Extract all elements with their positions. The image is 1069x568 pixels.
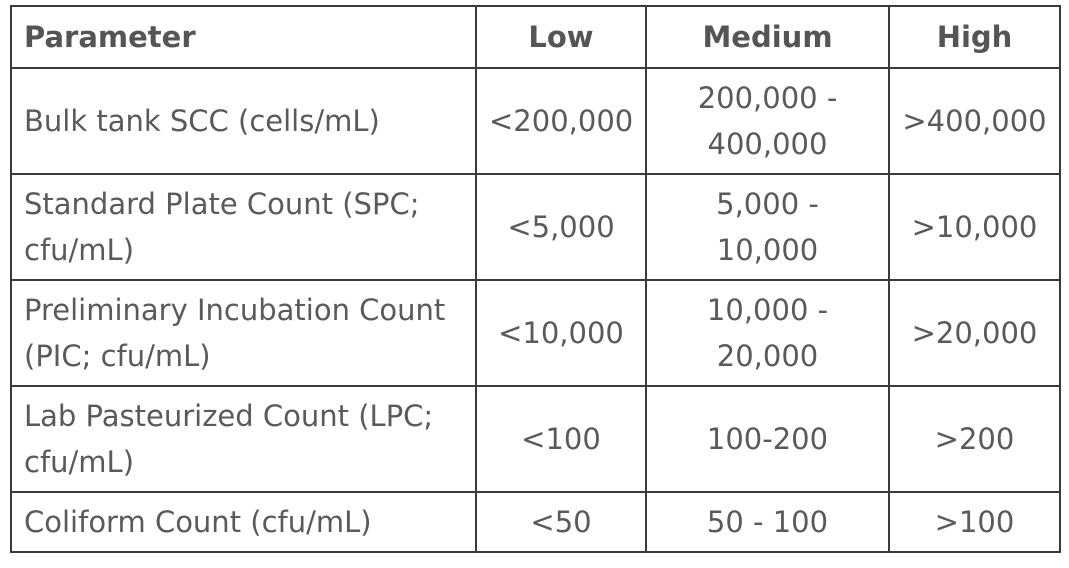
header-low: Low xyxy=(475,5,647,69)
cell-parameter: Lab Pasteurized Count (LPC; cfu/mL) xyxy=(10,385,477,493)
header-parameter: Parameter xyxy=(10,5,477,69)
cell-high: >100 xyxy=(888,491,1061,553)
cell-low: <100 xyxy=(475,385,647,493)
thresholds-table: Parameter Low Medium High Bulk tank SCC … xyxy=(10,5,1061,553)
cell-low: <10,000 xyxy=(475,279,647,387)
cell-medium: 50 - 100 xyxy=(645,491,890,553)
cell-high: >10,000 xyxy=(888,173,1061,281)
cell-parameter-line1: Lab Pasteurized Count (LPC; xyxy=(24,399,434,433)
header-medium: Medium xyxy=(645,5,890,69)
cell-parameter: Bulk tank SCC (cells/mL) xyxy=(10,67,477,175)
table-row: Coliform Count (cfu/mL) <50 50 - 100 >10… xyxy=(10,491,1061,553)
cell-parameter-line2: cfu/mL) xyxy=(24,445,135,479)
cell-medium-line2: 20,000 xyxy=(716,339,819,373)
table-row: Standard Plate Count (SPC; cfu/mL) <5,00… xyxy=(10,173,1061,281)
cell-parameter-line2: cfu/mL) xyxy=(24,233,135,267)
cell-medium-line2: 400,000 xyxy=(707,127,828,161)
table-row: Preliminary Incubation Count (PIC; cfu/m… xyxy=(10,279,1061,387)
cell-medium: 10,000 - 20,000 xyxy=(645,279,890,387)
cell-parameter-line2: (PIC; cfu/mL) xyxy=(24,339,211,373)
table-row: Lab Pasteurized Count (LPC; cfu/mL) <100… xyxy=(10,385,1061,493)
cell-high: >200 xyxy=(888,385,1061,493)
cell-medium: 100-200 xyxy=(645,385,890,493)
cell-parameter: Coliform Count (cfu/mL) xyxy=(10,491,477,553)
cell-medium-line1: 10,000 - xyxy=(706,293,829,327)
cell-low: <50 xyxy=(475,491,647,553)
cell-medium-line1: 5,000 - xyxy=(716,187,819,221)
cell-high: >20,000 xyxy=(888,279,1061,387)
cell-parameter-line1: Preliminary Incubation Count xyxy=(24,293,446,327)
cell-parameter: Standard Plate Count (SPC; cfu/mL) xyxy=(10,173,477,281)
cell-parameter-line1: Standard Plate Count (SPC; xyxy=(24,187,420,221)
cell-medium: 200,000 - 400,000 xyxy=(645,67,890,175)
cell-high: >400,000 xyxy=(888,67,1061,175)
cell-low: <5,000 xyxy=(475,173,647,281)
header-high: High xyxy=(888,5,1061,69)
header-row: Parameter Low Medium High xyxy=(10,5,1061,69)
cell-medium: 5,000 - 10,000 xyxy=(645,173,890,281)
cell-low: <200,000 xyxy=(475,67,647,175)
cell-parameter: Preliminary Incubation Count (PIC; cfu/m… xyxy=(10,279,477,387)
cell-medium-line2: 10,000 xyxy=(716,233,819,267)
cell-medium-line1: 200,000 - xyxy=(697,81,838,115)
table-row: Bulk tank SCC (cells/mL) <200,000 200,00… xyxy=(10,67,1061,175)
